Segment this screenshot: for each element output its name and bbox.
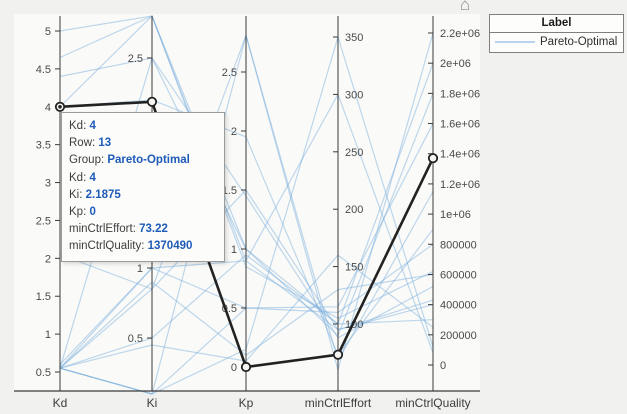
datatip-value: Pareto-Optimal [107, 154, 190, 167]
legend-title: Label [490, 15, 623, 33]
tick-label: 5 [45, 26, 51, 38]
datatip-value: 4 [89, 171, 96, 184]
datatip-row: Kp: 0 [69, 204, 220, 221]
datatip-value: 4 [89, 120, 96, 132]
data-marker[interactable] [332, 349, 344, 360]
tick-label: 1.5 [222, 185, 237, 197]
tick-label: 0 [231, 362, 237, 374]
tick-label: 1.6e+06 [440, 119, 480, 131]
datatip-value: 1370490 [147, 240, 193, 253]
datatip-value: 13 [98, 137, 112, 150]
legend-line-swatch [495, 41, 535, 43]
datatip-label: Kd: [69, 171, 90, 184]
tick-label: 3 [45, 178, 51, 190]
datatip-label: Group: [69, 154, 108, 167]
tick-label: 1.2e+06 [440, 179, 480, 191]
datatip-value: 73.22 [139, 223, 168, 236]
coordinate-label: minCtrlEffort [305, 396, 372, 410]
legend: Label Pareto-Optimal [489, 14, 624, 53]
tick-label: 2.5 [128, 53, 143, 65]
tick-label: 2 [45, 253, 51, 265]
tick-label: 400000 [440, 300, 477, 312]
coordinate-label: minCtrlQuality [395, 396, 470, 410]
coordinate-label: Kd [53, 396, 68, 410]
datatip-row: minCtrlQuality: 1370490 [69, 238, 220, 255]
tick-label: 4.5 [36, 64, 51, 76]
tick-label: 800000 [440, 239, 477, 251]
tick-label: 1 [231, 244, 237, 256]
tick-label: 1.8e+06 [440, 88, 480, 100]
data-marker[interactable] [146, 96, 158, 107]
coordinate-label: Ki [147, 396, 158, 410]
tick-label: 2.5 [36, 215, 51, 227]
tick-label: 200000 [440, 330, 477, 342]
tick-label: 250 [345, 147, 363, 159]
datatip-row: Kd: 4 [69, 170, 220, 187]
datatip-label: Kp: [69, 206, 90, 219]
tick-label: 0.5 [128, 333, 143, 345]
home-icon[interactable]: ⌂ [459, 0, 471, 14]
tick-label: 300 [345, 89, 363, 101]
datatip-label: Ki: [69, 188, 86, 201]
tick-label: 1.5 [36, 291, 51, 303]
datatip-row: Group: Pareto-Optimal [69, 152, 220, 169]
datatip-row: Kd: 4 [69, 118, 220, 135]
datatip-value: 0 [89, 206, 96, 219]
tick-label: 150 [345, 262, 363, 274]
datatip-label: Kd: [69, 120, 90, 132]
datatip[interactable]: Kd: 4 Row: 13 Group: Pareto-Optimal Kd: 4 Ki… [61, 112, 225, 262]
data-marker[interactable] [240, 361, 252, 373]
legend-entry-label: Pareto-Optimal [540, 36, 618, 48]
tick-label: 2.5 [222, 67, 237, 79]
tick-label: 200 [345, 204, 363, 216]
tick-label: 0 [440, 360, 446, 372]
datatip-anchor-dot [58, 105, 62, 109]
tick-label: 600000 [440, 269, 477, 281]
tick-label: 1 [45, 329, 51, 341]
tick-label: 4 [45, 102, 51, 114]
tick-label: 2 [231, 126, 237, 138]
datatip-label: minCtrlEffort: [69, 223, 140, 236]
tick-label: 3.5 [36, 140, 51, 152]
data-marker[interactable] [427, 153, 439, 164]
datatip-label: Row: [69, 137, 99, 150]
tick-label: 1e+06 [440, 209, 471, 221]
datatip-row: minCtrlEffort: 73.22 [69, 221, 220, 238]
tick-label: 350 [345, 32, 363, 44]
datatip-label: minCtrlQuality: [69, 240, 148, 253]
datatip-value: 2.1875 [85, 188, 121, 201]
datatip-row: Ki: 2.1875 [69, 187, 220, 204]
tick-label: 2.2e+06 [440, 28, 480, 40]
legend-entry[interactable]: Pareto-Optimal [490, 33, 623, 52]
tick-label: 0.5 [36, 367, 51, 379]
coordinate-label: Kp [239, 396, 254, 410]
tick-label: 2e+06 [440, 58, 471, 70]
tick-label: 1.4e+06 [440, 149, 480, 161]
datatip-row: Row: 13 [69, 135, 220, 152]
tick-label: 1 [137, 263, 143, 275]
